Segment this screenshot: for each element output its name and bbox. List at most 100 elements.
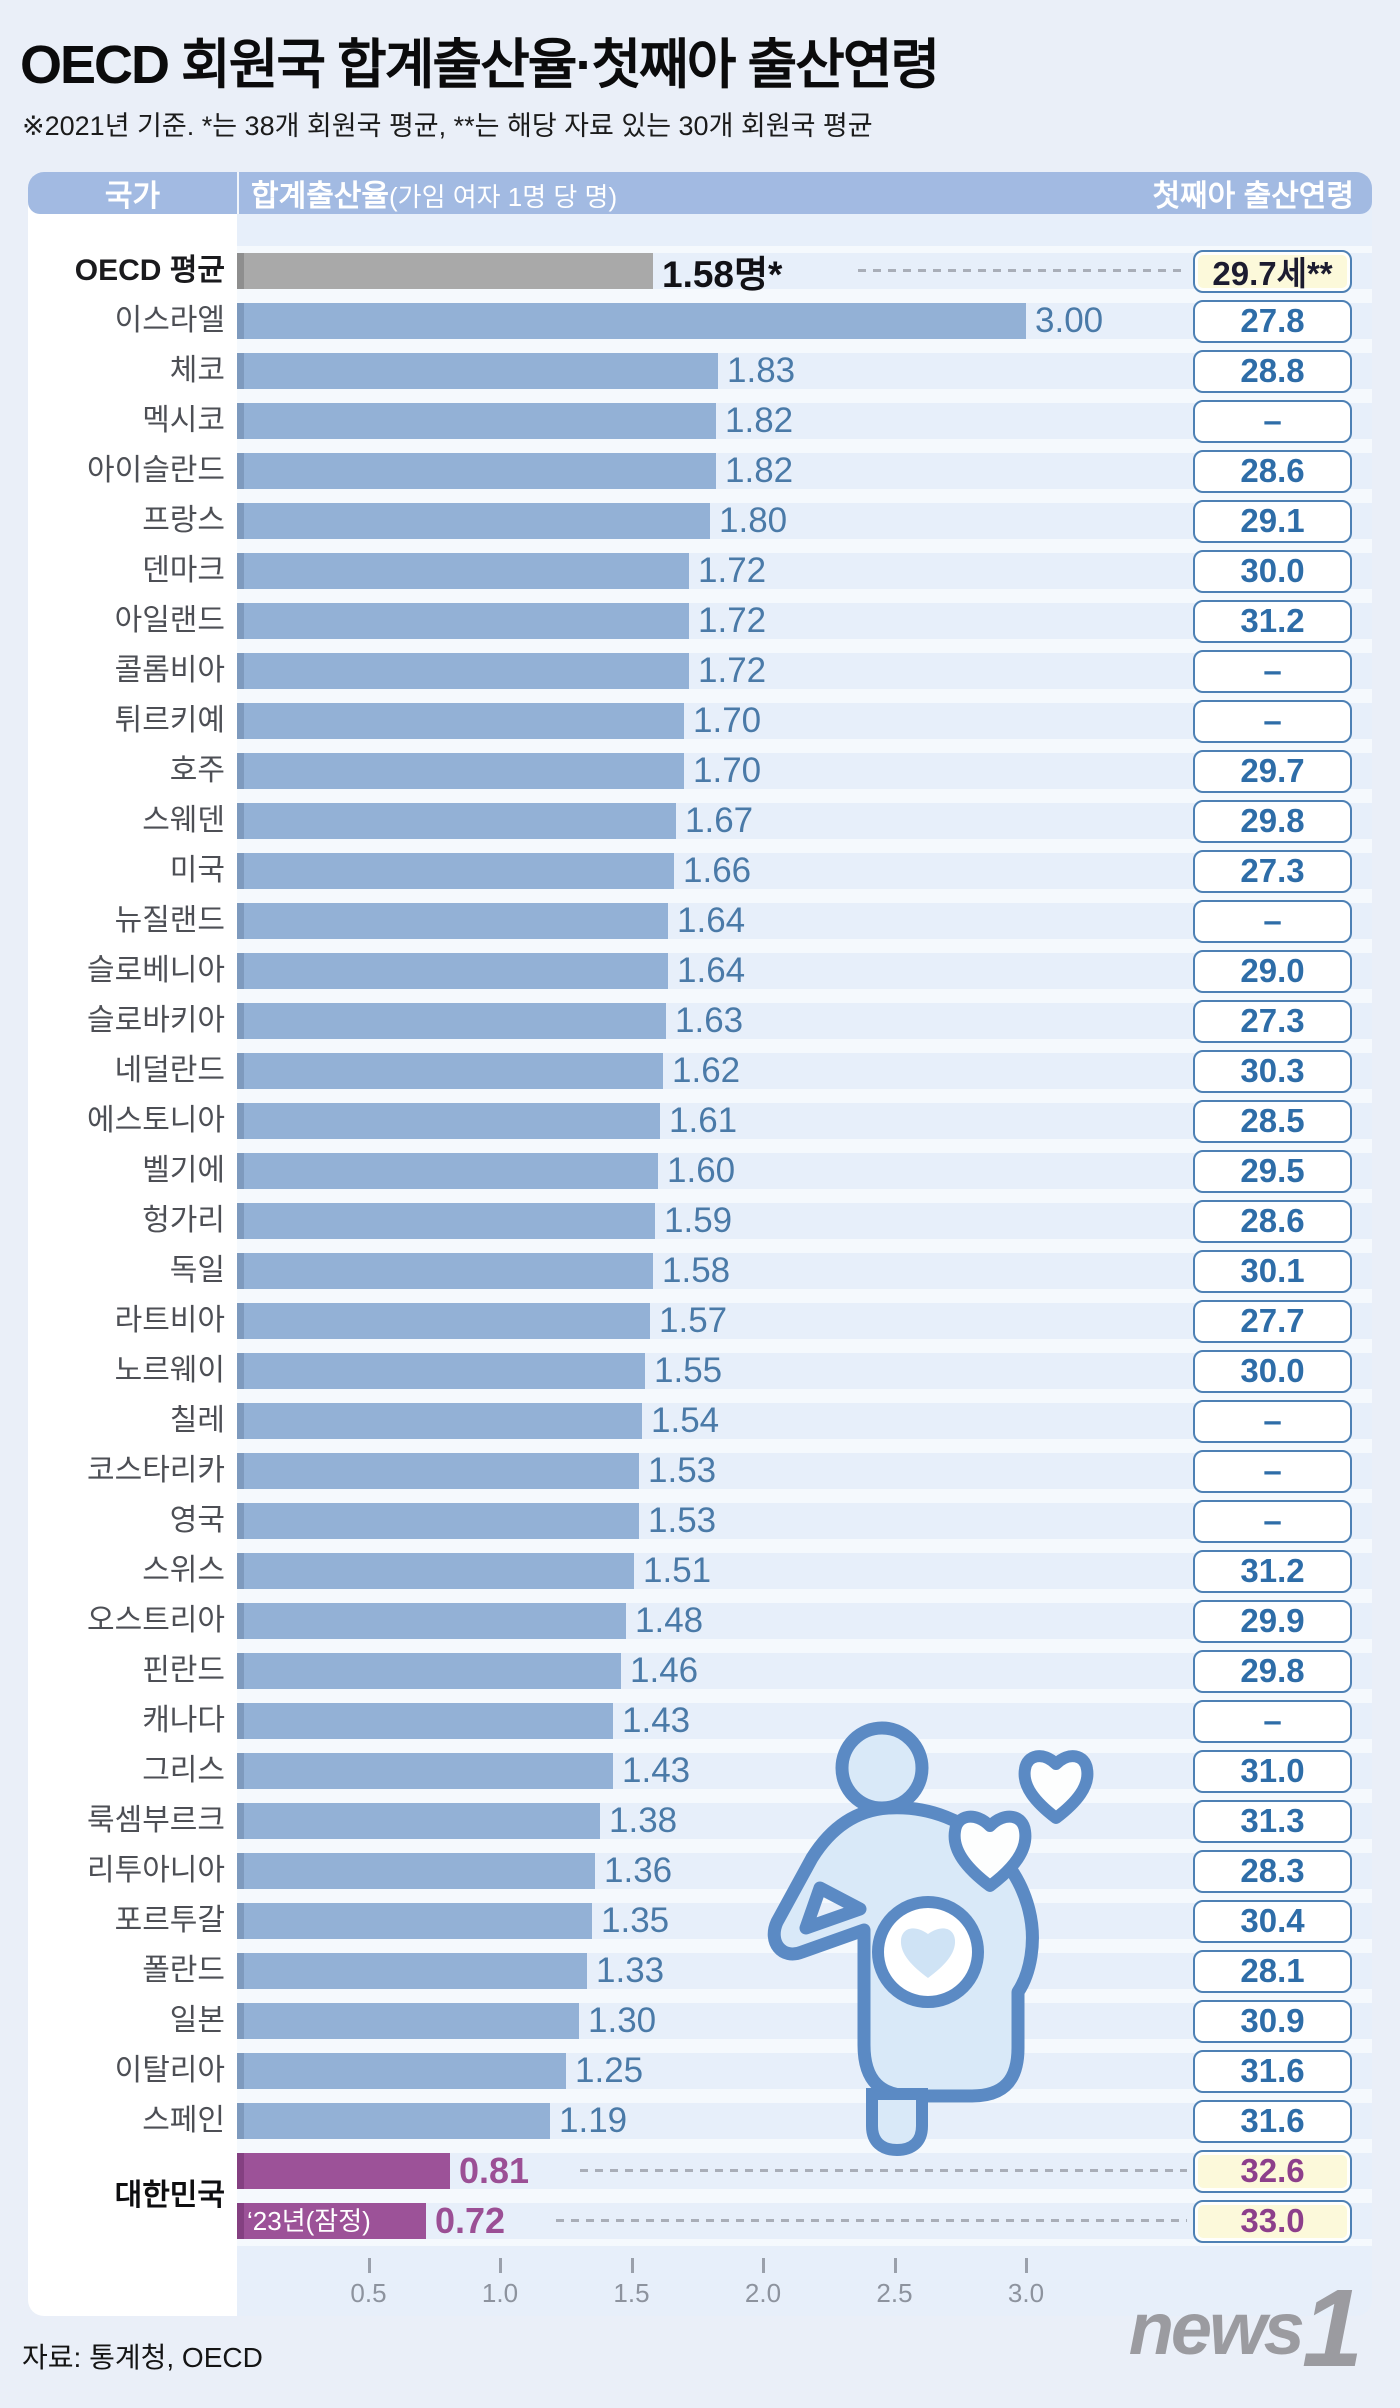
country-label: 이탈리아 [114,2054,225,2087]
bar-cell: 1.53 [237,1496,1193,1546]
bar-cell: 1.53 [237,1446,1193,1496]
fertility-value: 1.51 [643,1551,712,1590]
country-label: 미국 [169,854,225,887]
age-box: 27.8 [1193,299,1352,343]
table-row: 오스트리아 1.48 29.9 [28,1596,1372,1646]
fertility-value: 1.48 [635,1601,704,1640]
age-cell: – [1193,396,1372,446]
bar-cell: 1.43 [237,1696,1193,1746]
age-box: – [1193,1699,1352,1743]
fertility-value: 1.63 [675,1001,744,1040]
axis-tick [499,2258,502,2273]
age-box: 27.7 [1193,1299,1352,1343]
age-box: 30.0 [1193,549,1352,593]
heart-icon [948,1810,1032,1892]
fertility-value: 1.72 [698,601,767,640]
axis-tick [367,2258,371,2273]
table-row: OECD 평균 1.58명* 29.7세** [28,246,1372,296]
age-box: 28.8 [1193,349,1352,393]
country-label: 벨기에 [142,1154,225,1187]
bar-cell: 0.81 [237,2146,1193,2196]
age-cell: 31.2 [1193,1546,1372,1596]
age-box: 30.1 [1193,1249,1352,1293]
age-cell: 29.0 [1193,946,1372,996]
fertility-value: 1.67 [685,801,754,840]
fertility-bar [237,1553,634,1589]
age-cell: 31.2 [1193,596,1372,646]
age-box: 30.4 [1193,1899,1352,1943]
country-label: 에스토니아 [87,1104,225,1137]
fertility-value: 1.82 [725,401,794,440]
age-box: 30.9 [1193,1999,1352,2043]
country-label: 아일랜드 [114,604,225,637]
country-label: 라트비아 [114,1304,225,1337]
age-cell: 31.6 [1193,2046,1372,2096]
country-label: 대한민국 [114,2179,225,2212]
table-row: 노르웨이 1.55 30.0 [28,1346,1372,1396]
age-cell: 29.8 [1193,796,1372,846]
axis-tick [893,2258,897,2273]
fertility-bar: ‘23년(잠정) [237,2203,426,2239]
age-box: 29.9 [1193,1599,1352,1643]
bar-cell: 1.35 [237,1896,1193,1946]
fertility-value: 1.58명* [662,254,783,295]
age-box: 31.2 [1193,1549,1352,1593]
bar-cell: 1.72 [237,646,1193,696]
bar-cell: 1.30 [237,1996,1193,2046]
bar-cell: 1.60 [237,1146,1193,1196]
bar-cell: 1.54 [237,1396,1193,1446]
axis-tick-label: 0.5 [350,2278,387,2308]
country-label: 헝가리 [142,1204,225,1237]
table-row: ‘23년(잠정) 0.72 33.0 [28,2196,1372,2246]
fertility-value: 1.35 [601,1901,670,1940]
fertility-bar [237,253,653,289]
fertility-value: 1.19 [559,2101,628,2140]
fertility-value: 1.43 [622,1701,691,1740]
age-box: 28.6 [1193,449,1352,493]
table-row: 영국 1.53 – [28,1496,1372,1546]
country-label: 콜롬비아 [114,654,225,687]
fertility-bar [237,653,689,689]
fertility-bar [237,1503,639,1539]
country-label: 멕시코 [142,404,225,437]
bar-inner-label: ‘23년(잠정) [247,2206,371,2236]
age-cell: 30.0 [1193,1346,1372,1396]
fertility-value: 1.60 [667,1151,736,1190]
age-cell: – [1193,1446,1372,1496]
age-box: 29.0 [1193,949,1352,993]
age-box: 29.8 [1193,1649,1352,1693]
bar-cell: 1.36 [237,1846,1193,1896]
bar-cell: 1.64 [237,946,1193,996]
table-row: 이탈리아 1.25 31.6 [28,2046,1372,2096]
country-label: 코스타리카 [87,1454,225,1487]
age-cell: – [1193,1696,1372,1746]
fertility-value: 1.80 [719,501,788,540]
age-box: 27.3 [1193,849,1352,893]
country-label [28,2196,237,2246]
age-cell: 29.7세** [1193,246,1372,296]
table-header: 국가 합계출산율(가임 여자 1명 당 명) 첫째아 출산연령 [28,172,1372,214]
table-row: 스위스 1.51 31.2 [28,1546,1372,1596]
age-cell: 28.8 [1193,346,1372,396]
age-cell: 28.6 [1193,1196,1372,1246]
table-row: 슬로베니아 1.64 29.0 [28,946,1372,996]
table-row: 이스라엘 3.00 27.8 [28,296,1372,346]
age-cell: 30.1 [1193,1246,1372,1296]
bar-cell: 1.82 [237,446,1193,496]
header-country: 국가 [104,180,161,213]
country-label: 이스라엘 [114,304,225,337]
age-box: – [1193,899,1352,943]
fertility-bar [237,703,684,739]
fertility-value: 1.72 [698,651,767,690]
table-row: 체코 1.83 28.8 [28,346,1372,396]
age-box: 27.3 [1193,999,1352,1043]
age-cell: 32.6 [1193,2146,1372,2196]
fertility-value: 1.46 [630,1651,699,1690]
age-box: 28.1 [1193,1949,1352,1993]
age-box: 30.0 [1193,1349,1352,1393]
age-cell: 31.3 [1193,1796,1372,1846]
age-cell: 27.3 [1193,996,1372,1046]
country-label: 칠레 [169,1404,225,1437]
age-cell: 30.9 [1193,1996,1372,2046]
age-cell: 30.0 [1193,546,1372,596]
